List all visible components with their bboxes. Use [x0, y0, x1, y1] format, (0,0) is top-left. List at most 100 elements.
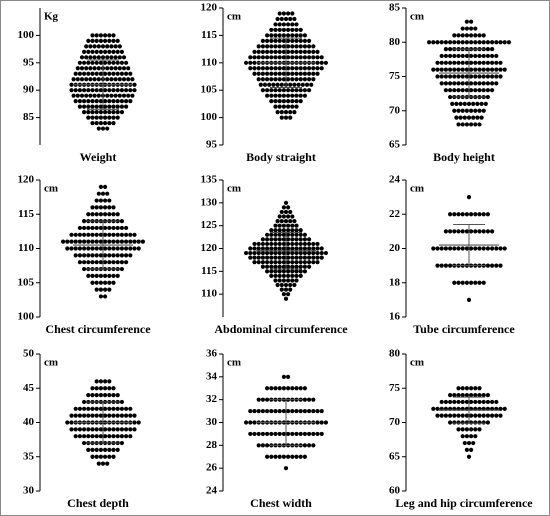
- dot: [103, 294, 108, 299]
- dot: [473, 33, 478, 38]
- dot: [88, 44, 93, 49]
- dot: [130, 77, 135, 82]
- dot: [111, 447, 116, 452]
- dot: [92, 66, 97, 71]
- dot: [273, 273, 278, 278]
- dot: [502, 246, 507, 251]
- dot: [435, 67, 440, 72]
- dot: [100, 191, 106, 196]
- dot: [469, 26, 474, 31]
- dot: [456, 212, 461, 217]
- dot: [115, 110, 120, 115]
- dot: [86, 99, 91, 104]
- dot: [265, 88, 270, 93]
- dot: [94, 393, 99, 398]
- dot: [439, 263, 444, 268]
- dot: [90, 88, 95, 93]
- dot: [252, 431, 257, 437]
- dot: [90, 110, 95, 115]
- dot: [452, 399, 457, 405]
- dot: [94, 205, 99, 210]
- dot: [277, 93, 282, 98]
- dot: [73, 427, 78, 432]
- dot: [315, 246, 320, 251]
- dot: [498, 60, 503, 65]
- dot: [277, 11, 282, 16]
- dot: [311, 49, 316, 54]
- dot: [128, 434, 133, 439]
- dot: [98, 38, 103, 43]
- dot: [113, 55, 118, 60]
- dot: [469, 40, 474, 45]
- dot: [111, 120, 116, 126]
- dot: [136, 420, 141, 425]
- dot: [98, 120, 103, 126]
- dot: [485, 263, 490, 268]
- dot: [79, 66, 85, 71]
- dot: [494, 60, 499, 65]
- dot: [100, 126, 106, 131]
- dot: [86, 49, 91, 54]
- dot: [273, 66, 278, 71]
- dot: [290, 241, 295, 247]
- dot: [269, 55, 274, 60]
- dot: [448, 53, 453, 59]
- dot: [90, 406, 95, 411]
- dot: [490, 47, 495, 52]
- dot: [94, 260, 99, 265]
- dot: [302, 408, 307, 414]
- dot: [464, 447, 469, 452]
- dot: [265, 269, 270, 274]
- dot: [124, 413, 129, 418]
- dot: [256, 408, 261, 414]
- dot: [452, 108, 457, 113]
- dot: [481, 280, 486, 285]
- dot: [265, 237, 270, 242]
- dot: [132, 82, 137, 87]
- dot: [90, 225, 95, 231]
- dot: [82, 71, 87, 76]
- dot: [107, 393, 112, 398]
- dot: [124, 246, 129, 251]
- dot: [290, 269, 295, 274]
- dot: [302, 454, 307, 459]
- dot: [458, 101, 463, 106]
- dot: [281, 269, 286, 274]
- dot: [290, 99, 295, 104]
- dot: [477, 40, 482, 45]
- dot: [73, 413, 78, 418]
- unit-label: cm: [227, 183, 241, 195]
- dot: [244, 420, 249, 425]
- dot: [90, 454, 95, 459]
- dot: [260, 260, 265, 265]
- dot: [92, 55, 97, 60]
- dot: [279, 282, 284, 288]
- dot: [466, 101, 472, 106]
- dot: [105, 44, 110, 49]
- dot: [286, 246, 291, 251]
- dot: [115, 239, 120, 244]
- dot: [98, 49, 103, 54]
- dot: [94, 447, 99, 452]
- dot: [294, 269, 299, 274]
- dot: [107, 99, 112, 104]
- dot: [107, 253, 112, 258]
- dot: [485, 88, 490, 93]
- dot: [132, 427, 137, 432]
- dot: [319, 55, 324, 60]
- dot: [460, 88, 465, 93]
- dot: [130, 93, 135, 98]
- dot: [258, 82, 263, 87]
- dot: [69, 246, 74, 251]
- dot: [256, 49, 261, 54]
- dot: [448, 74, 453, 79]
- dot: [111, 427, 116, 432]
- dot: [290, 66, 295, 71]
- dot: [473, 393, 478, 398]
- dot: [260, 71, 265, 76]
- dot: [252, 255, 257, 260]
- dot: [302, 49, 307, 54]
- dot: [286, 228, 291, 233]
- y-tick-label: 125: [201, 219, 218, 231]
- dot: [448, 94, 453, 100]
